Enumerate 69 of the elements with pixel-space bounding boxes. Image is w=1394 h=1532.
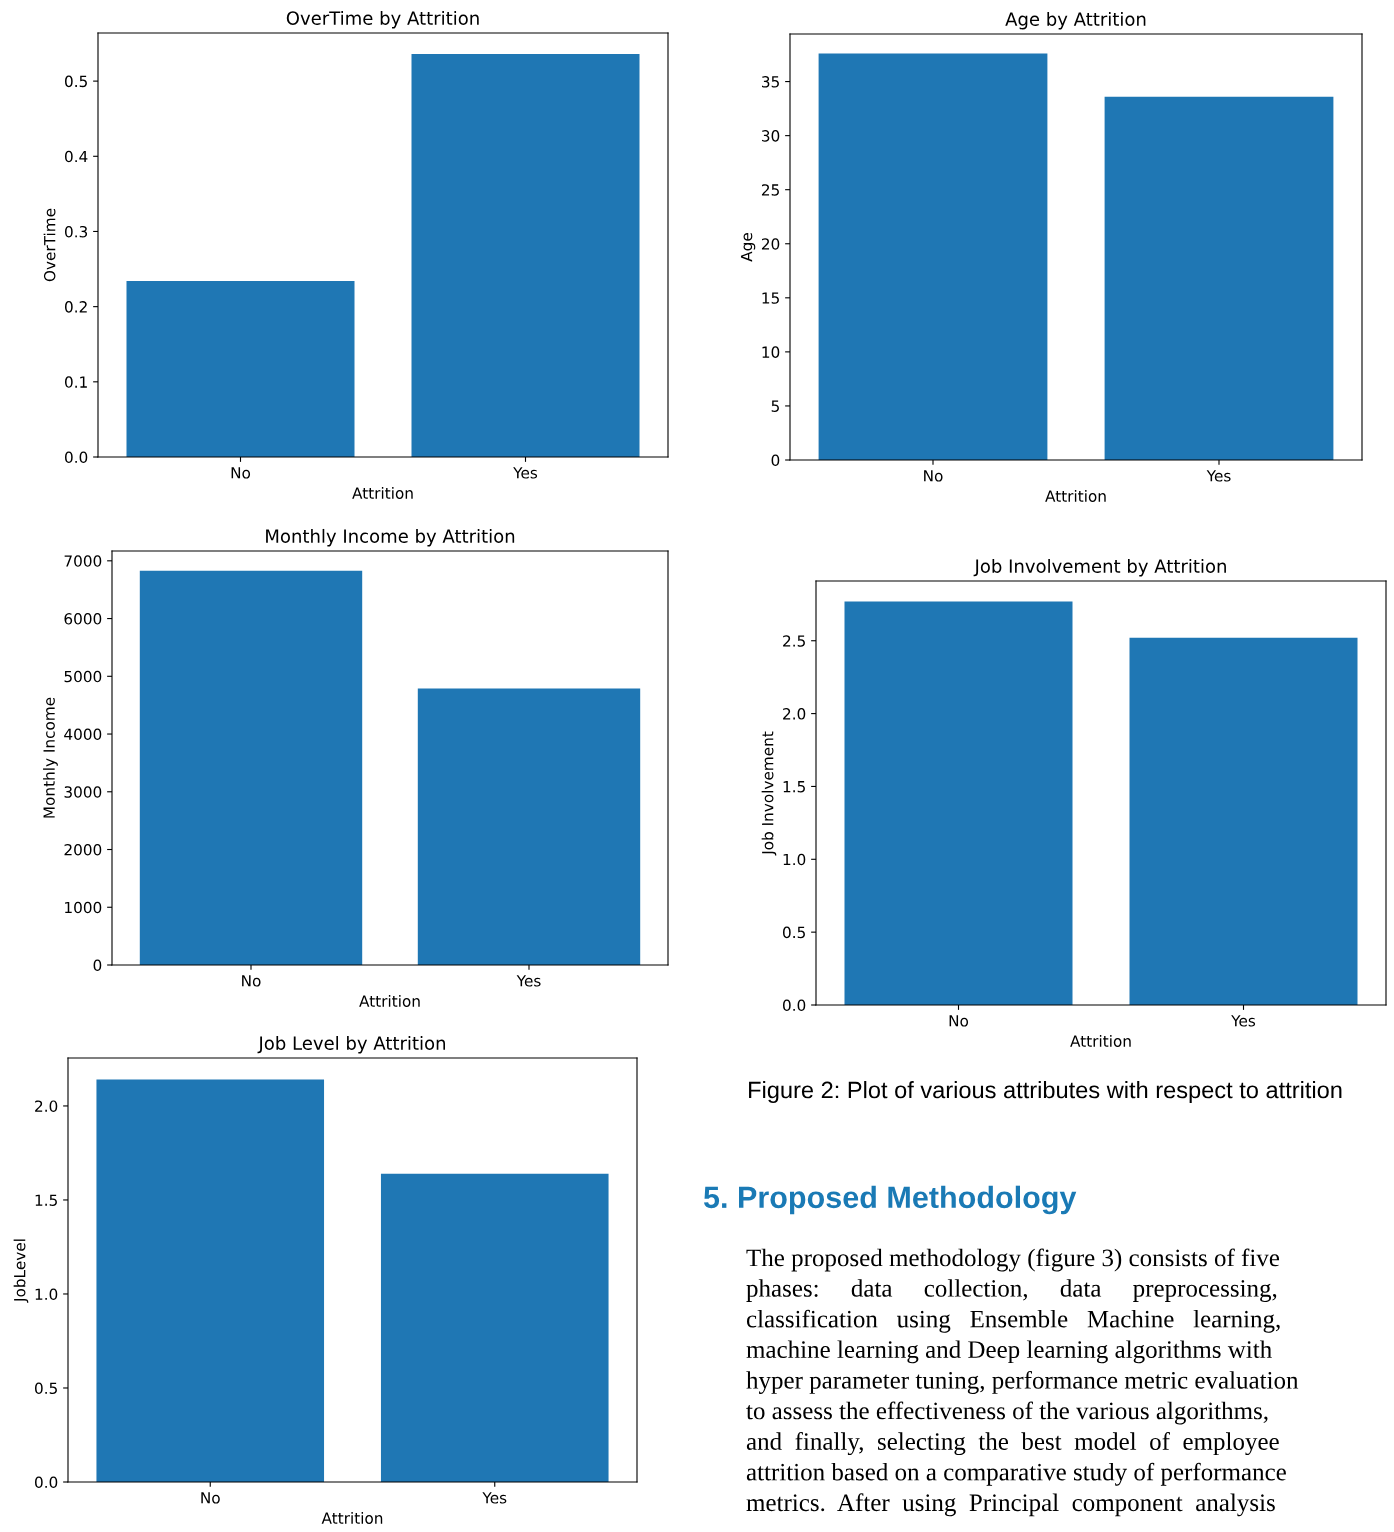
y-tick-label: 0.0 <box>34 1476 58 1489</box>
y-tick-label: 20 <box>761 238 780 250</box>
y-tick-label: 0.0 <box>782 999 806 1012</box>
x-tick-label: Yes <box>516 975 541 987</box>
y-tick-label: 1000 <box>65 901 102 914</box>
text: attrition based on a comparative study of performance <box>746 1462 1286 1486</box>
y-tick-label: 0.5 <box>782 926 805 939</box>
text: The proposed methodology (figure 3) consists of five <box>746 1248 1280 1272</box>
y-tick-label: 0.3 <box>64 225 88 238</box>
y-tick-label: 0.5 <box>34 1382 57 1395</box>
y-tick-label: 6000 <box>64 613 102 625</box>
y-tick-label: 1.0 <box>783 853 806 866</box>
y-tick-label: 1.5 <box>783 781 805 793</box>
x-tick-label: Yes <box>482 1492 507 1504</box>
y-tick-label: 0.5 <box>64 75 87 88</box>
y-tick-label: 3000 <box>64 786 102 798</box>
text: to assess the effectiveness of the various algorithms, <box>746 1401 1268 1425</box>
x-tick-label: No <box>924 470 943 482</box>
y-tick-label: 0.4 <box>64 150 88 163</box>
x-tick-label: Yes <box>1206 470 1231 482</box>
text: metrics. After using Principal component analysis <box>746 1493 1275 1517</box>
chart-title: OverTime by Attrition <box>286 10 479 29</box>
text: classification using Ensemble Machine learning, <box>746 1309 1280 1333</box>
x-tick-label: Yes <box>1231 1015 1256 1027</box>
chart-title: Age by Attrition <box>1005 11 1146 30</box>
y-axis-title: Job Involvement <box>761 731 777 856</box>
y-tick-label: 0 <box>771 454 780 467</box>
y-tick-label: 15 <box>762 292 779 304</box>
y-tick-label: 0.2 <box>64 301 87 313</box>
chart-title: Job Involvement by Attrition <box>973 558 1226 577</box>
y-tick-label: 7000 <box>64 555 102 567</box>
y-tick-label: 25 <box>761 184 779 196</box>
x-tick-label: No <box>949 1015 969 1027</box>
text: and finally, selecting the best model of employee <box>746 1432 1279 1456</box>
y-tick-label: 2000 <box>64 843 102 856</box>
x-axis-title: Attrition <box>321 1512 383 1524</box>
chart-title: Job Level by Attrition <box>257 1035 445 1054</box>
text: hyper parameter tuning, performance metric evaluation <box>746 1370 1299 1394</box>
y-tick-label: 5000 <box>64 670 102 683</box>
chart-title: Monthly Income by Attrition <box>266 528 515 547</box>
y-tick-label: 0.1 <box>64 376 87 388</box>
y-tick-label: 1.5 <box>35 1194 57 1206</box>
y-axis-title: OverTime <box>43 208 56 282</box>
x-tick-label: No <box>201 1492 220 1504</box>
y-tick-label: 5 <box>771 400 779 412</box>
x-axis-title: Attrition <box>1070 1035 1131 1047</box>
y-tick-label: 1.0 <box>35 1288 58 1300</box>
y-axis-title: Age <box>740 233 756 262</box>
caption: Figure 2: Plot of various attributes with respect to attrition <box>749 1081 1342 1104</box>
y-tick-label: 30 <box>762 130 780 142</box>
y-axis-title: JobLevel <box>13 1239 29 1303</box>
x-tick-label: No <box>242 975 261 987</box>
text: machine learning and Deep learning algorithms with <box>746 1340 1272 1364</box>
text: 5. Proposed Methodology <box>703 1185 1077 1215</box>
y-tick-label: 2.5 <box>783 635 805 647</box>
y-tick-label: 2.0 <box>783 708 806 720</box>
y-tick-label: 2.0 <box>35 1100 58 1112</box>
x-axis-title: Attrition <box>1045 490 1106 502</box>
text: phases: data collection, data preprocessing, <box>746 1279 1277 1302</box>
x-tick-label: Yes <box>513 467 538 479</box>
y-tick-label: 35 <box>762 76 779 88</box>
x-axis-title: Attrition <box>352 487 413 499</box>
y-axis-title: Monthly Income <box>43 697 58 818</box>
y-tick-label: 10 <box>762 346 780 358</box>
x-axis-title: Attrition <box>359 995 420 1007</box>
x-tick-label: No <box>231 467 251 479</box>
y-tick-label: 4000 <box>64 728 102 741</box>
y-tick-label: 0.0 <box>64 451 88 464</box>
y-tick-label: 0 <box>93 959 102 972</box>
